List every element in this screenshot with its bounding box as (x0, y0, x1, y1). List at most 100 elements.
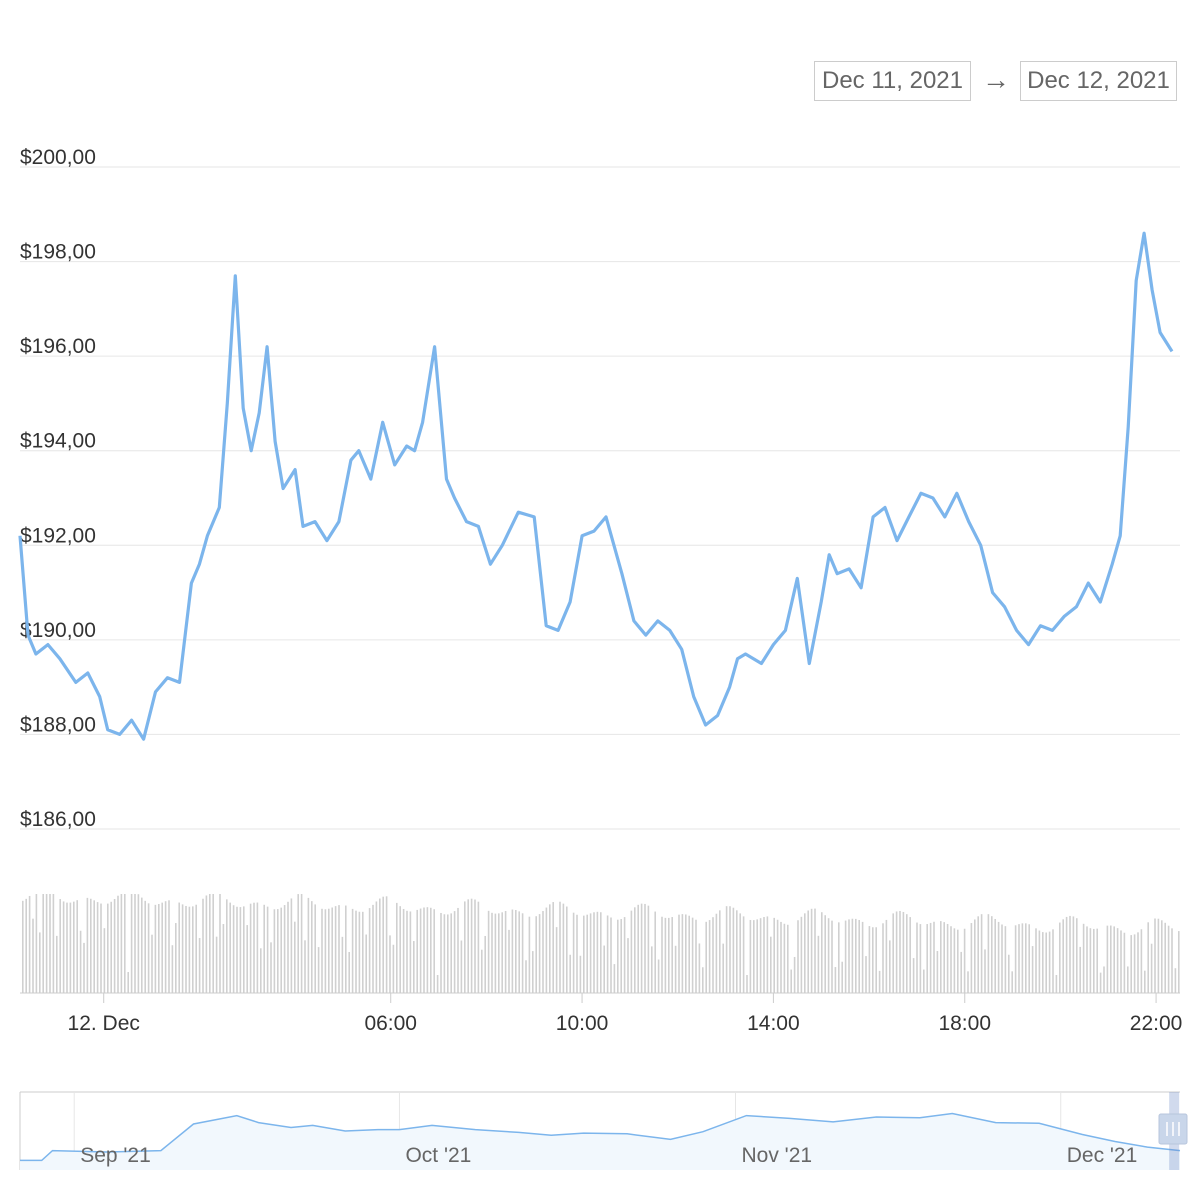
x-axis: 12. Dec 06:00 10:00 14:00 18:00 22:00 (68, 993, 1182, 1035)
volume-bar (22, 900, 24, 993)
volume-bar (841, 961, 843, 993)
y-tick-label: $196,00 (20, 335, 96, 358)
volume-bar (300, 894, 303, 993)
volume-bar (222, 924, 225, 993)
volume-bar (501, 912, 503, 993)
volume-bar (549, 904, 551, 993)
volume-bar (644, 903, 646, 993)
volume-bar (477, 901, 480, 993)
volume-bar (328, 908, 330, 993)
volume-bar (963, 928, 966, 993)
y-tick-label: $188,00 (20, 713, 96, 736)
navigator[interactable]: Sep '21 Oct '21 Nov '21 Dec '21 (19, 1091, 1188, 1170)
volume-bar (1144, 970, 1146, 993)
volume-bar (365, 934, 367, 993)
volume-bar (430, 907, 432, 993)
volume-bar (484, 935, 486, 993)
volume-bar (321, 908, 323, 993)
volume-bar (834, 967, 837, 993)
volume-bar (674, 945, 677, 993)
volume-bar (1130, 935, 1132, 993)
volume-bar (695, 919, 697, 993)
volume-bar (348, 952, 350, 993)
volume-bar (681, 914, 684, 993)
volume-bar (385, 896, 388, 993)
volume-bar (1106, 925, 1109, 993)
volume-bar (967, 971, 969, 993)
volume-bar (467, 899, 469, 993)
volume-bar (436, 975, 439, 993)
volume-bar (375, 901, 378, 993)
volume-bar (355, 910, 357, 993)
volume-bar (647, 905, 650, 993)
volume-bar (1164, 922, 1166, 993)
volume-bar (62, 901, 65, 993)
volume-bar (579, 955, 582, 993)
volume-bar (1093, 928, 1095, 993)
volume-bar (481, 949, 483, 993)
volume-bar (331, 907, 333, 993)
volume-bar (100, 903, 102, 993)
volume-bar (399, 906, 401, 993)
volume-bar (93, 900, 95, 993)
volume-bar (260, 948, 262, 993)
volume-bar (124, 894, 126, 993)
volume-bar (1025, 923, 1027, 993)
volume-bar (974, 919, 976, 993)
volume-bar (688, 915, 690, 993)
volume-bar (814, 908, 816, 993)
volume-bar (345, 905, 347, 993)
range-start-date[interactable]: Dec 11, 2021 (814, 61, 971, 101)
volume-bar (270, 942, 272, 993)
volume-bar (1001, 924, 1003, 993)
volume-bar (453, 911, 456, 993)
volume-bar (861, 921, 864, 993)
x-tick-label: 18:00 (938, 1012, 991, 1035)
volume-bar (219, 894, 221, 993)
volume-bar (413, 941, 415, 993)
volume-bar (168, 900, 170, 993)
volume-bar (977, 916, 979, 993)
volume-bar (600, 912, 602, 993)
volume-bar (45, 894, 48, 993)
volume-bar (73, 901, 75, 993)
volume-bar (838, 922, 840, 993)
volume-bar (725, 906, 728, 993)
volume-bar (821, 912, 823, 993)
range-end-date[interactable]: Dec 12, 2021 (1020, 61, 1177, 101)
volume-bar (732, 907, 735, 993)
volume-bar (110, 901, 112, 993)
volume-bar (314, 904, 316, 993)
y-tick-label: $194,00 (20, 430, 96, 453)
volume-bar (987, 914, 990, 993)
volume-bar (464, 901, 466, 993)
volume-bar (804, 913, 806, 993)
volume-bar (266, 906, 269, 993)
navigator-tick-label: Sep '21 (80, 1144, 151, 1167)
volume-bar (229, 902, 231, 993)
volume-bar (899, 910, 901, 993)
volume-bar (283, 905, 286, 993)
volume-bar (555, 927, 558, 993)
volume-bar (1004, 926, 1007, 993)
volume-bar (1086, 926, 1088, 993)
volume-bar (950, 926, 952, 993)
volume-bar (249, 903, 252, 993)
volume-bar (362, 911, 364, 993)
volume-bar (1174, 968, 1177, 993)
y-tick-label: $186,00 (20, 808, 96, 831)
volume-bar (392, 944, 395, 993)
y-axis-labels: $200,00 $198,00 $196,00 $194,00 $192,00 $190,… (20, 146, 96, 831)
volume-bar (226, 899, 228, 993)
y-tick-label: $192,00 (20, 524, 96, 547)
volume-bar (603, 945, 605, 993)
volume-bar (627, 938, 629, 993)
volume-bar (86, 897, 89, 993)
volume-bar (147, 903, 150, 993)
volume-bar (1127, 966, 1129, 993)
volume-bar (617, 919, 619, 993)
volume-bar (334, 906, 337, 993)
volume-bar (1076, 918, 1078, 993)
volume-bar (831, 920, 833, 993)
